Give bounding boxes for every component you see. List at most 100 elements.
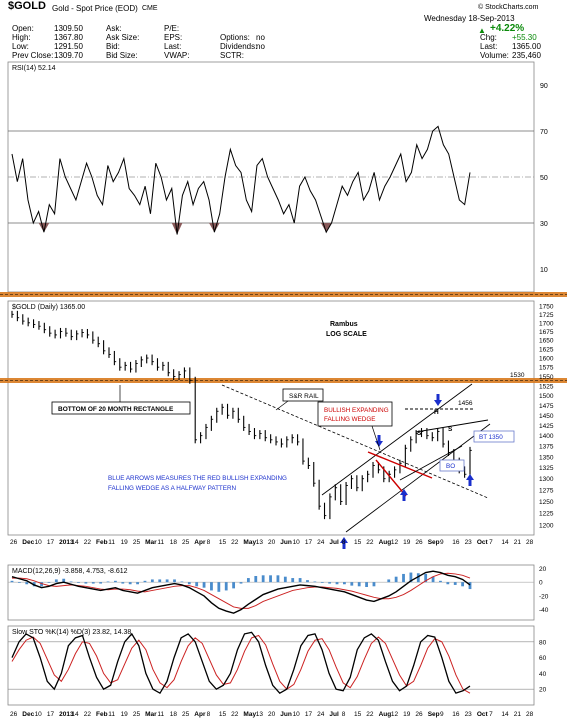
x-tick-label-price: 23 [465,539,473,546]
macd-histogram-bar [150,579,154,583]
macd-histogram-bar [357,582,361,587]
field-value: 1309.50 [54,24,83,33]
macd-histogram-bar [298,578,302,583]
field-label: High: [12,33,31,42]
field-value: +55.30 [512,33,537,42]
price-tick-label: 1575 [539,365,554,372]
annotation-rectangle-bottom: BOTTOM OF 20 MONTH RECTANGLE [58,406,174,413]
x-tick-label-sto: 23 [465,711,473,718]
blue-arrow-up-jul-shaft [342,543,346,549]
x-tick-label-price: Jul [329,539,339,546]
instrument-name: Gold - Spot Price (EOD) [52,4,138,13]
macd-histogram-bar [328,582,332,584]
sr-rail-pointer [275,400,289,411]
macd-histogram-bar [291,578,295,583]
macd-histogram-bar [128,582,132,585]
rsi-tick-label: 90 [540,83,548,90]
x-tick-label-price: 26 [415,539,423,546]
macd-histogram-bar [62,578,66,583]
macd-histogram-bar [187,582,191,585]
annotation-sr-rail: S&R RAIL [289,393,319,400]
x-tick-label-price: Mar [145,539,157,546]
annotation-right-shoulder: S [448,426,453,433]
field-label: SCTR: [220,51,244,60]
x-tick-label-sto: 26 [415,711,423,718]
macd-histogram-bar [468,582,472,590]
annotation-bo: BO [446,463,455,470]
macd-histogram-bar [69,581,73,583]
macd-tick-label: -40 [539,607,549,614]
field-label: Dividends: [220,42,258,51]
macd-histogram-bar [210,582,213,591]
field-label: Bid Size: [106,51,138,60]
macd-histogram-bar [173,579,176,583]
x-tick-label-price: 20 [268,539,276,546]
x-tick-label-sto: 10 [293,711,301,718]
bo-box [439,459,465,472]
rsi-legend: RSI(14) 52.14 [12,65,56,72]
sto-tick-label: 40 [539,671,547,678]
macd-panel-frame [7,564,535,621]
field-value: 1291.50 [54,42,83,51]
blue-arrow-down-1 [375,441,383,447]
macd-histogram-bar [372,582,376,587]
rsi-oversold-fill [171,223,183,235]
macd-histogram-bar [202,582,206,588]
x-tick-label-price: 2013 [59,539,74,546]
field-label: VWAP: [164,51,190,60]
price-tick-label: 1350 [539,454,554,461]
x-tick-label-sto: 14 [71,711,79,718]
macd-histogram-bar [320,582,324,583]
macd-histogram-bar [453,582,457,585]
price-tick-label: 1650 [539,338,554,345]
macd-histogram-bar [350,582,354,586]
rsi-tick-label: 50 [540,175,548,182]
macd-line [11,570,471,614]
macd-histogram-bar [10,580,14,583]
wedge-label-pointer [371,425,381,451]
x-tick-label-sto: 25 [182,711,190,718]
price-tick-label: 1700 [539,320,554,327]
x-tick-label-price: Sep [428,539,440,546]
field-label: Options: [220,33,250,42]
blue-arrow-up-jul [340,537,348,543]
field-value: 1367.80 [54,33,83,42]
x-tick-label-price: 12 [391,539,399,546]
field-label: P/E: [164,24,180,33]
field-label: Ask: [106,24,122,33]
x-tick-label-price: Dec [22,539,34,546]
field-label: Last: [480,42,498,51]
x-tick-label-sto: 8 [342,711,346,718]
x-tick-label-price: 24 [317,539,325,546]
quote-date: Wednesday 18-Sep-2013 [424,14,515,23]
x-tick-label-price: 15 [219,539,227,546]
x-tick-label-price: 8 [342,539,346,546]
rsi-oversold-fill [209,223,220,233]
price-tick-label: 1450 [539,413,554,420]
blue-arrow-up-1-shaft [402,495,406,501]
field-label: Low: [12,42,29,51]
x-tick-label-price: Aug [379,539,392,546]
sto-tick-label: 60 [539,655,547,662]
price-panel-frame [7,300,535,536]
watermark: © StockCharts.com [478,4,539,11]
field-label: Open: [12,24,34,33]
x-tick-label-sto: 25 [133,711,141,718]
macd-histogram-bar [121,582,125,584]
field-label: EPS: [164,33,183,42]
macd-histogram-bar [195,582,199,587]
price-legend: $GOLD (Daily) 1365.00 [12,304,85,311]
x-tick-label-price: May [243,539,256,546]
x-tick-label-price: 22 [84,539,92,546]
macd-histogram-bar [165,579,169,583]
annotation-log-scale: LOG SCALE [326,331,367,338]
macd-histogram-bar [136,582,139,585]
price-tick-label: 1225 [539,511,554,518]
x-tick-label-sto: Jul [329,711,339,718]
macd-signal-line [12,572,471,609]
price-tick-label: 1725 [539,312,554,319]
x-tick-label-sto: 10 [35,711,43,718]
sr-rail-line [221,384,489,499]
rectangle-label-box [51,401,191,415]
x-tick-label-sto: Dec [22,711,34,718]
